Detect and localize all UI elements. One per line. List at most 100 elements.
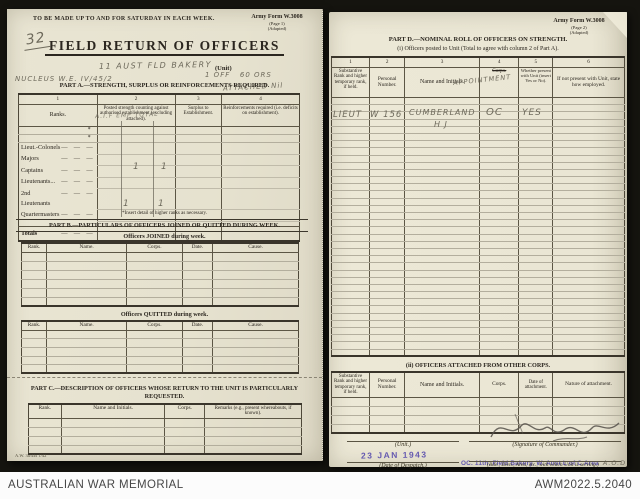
empty-row	[331, 284, 625, 293]
part-c-table: Rank. Name and Initials. Corps. Remarks …	[28, 403, 302, 456]
col-whether-present: Whether present with Unit (insert Yes or…	[518, 67, 553, 98]
empty-row	[331, 248, 625, 257]
empty-row	[331, 277, 625, 285]
form-number: Army Form W.3008	[251, 14, 303, 20]
pencil-column-divider	[153, 121, 154, 217]
part-a-extra-rank-row: *	[18, 134, 300, 143]
handwritten-after-stamp: A.O.D	[602, 459, 627, 467]
rank-row-captains: Captains — — —	[19, 165, 300, 178]
empty-row	[331, 313, 625, 321]
part-a-col-surplus: Surplus to Establishment.	[174, 104, 222, 127]
unit-caption: (Unit.)	[394, 442, 412, 448]
unit-label: (Unit)	[215, 65, 232, 72]
handwritten-rank: LIEUT	[333, 110, 363, 120]
unit-line	[347, 441, 459, 442]
empty-row	[331, 205, 625, 214]
empty-row	[331, 298, 625, 307]
part-a-header-row: Ranks. Posted strength counting against …	[18, 104, 300, 127]
empty-row	[331, 334, 625, 343]
commander-signature	[490, 413, 620, 442]
handwritten-initials: H J	[434, 120, 448, 129]
empty-row	[21, 338, 299, 348]
col-corps-struck: Corps.	[478, 67, 519, 98]
part-a-extra-rank-row: *	[18, 126, 300, 135]
empty-row	[331, 176, 625, 185]
empty-row	[331, 291, 625, 300]
part-a-table: 1 2 3 4 Ranks. Posted strength counting …	[18, 93, 300, 242]
part-a-heading: PART A.—STRENGTH, SURPLUS OR REINFORCEME…	[59, 82, 270, 89]
handwritten-count: 1	[158, 199, 165, 209]
handwritten-unit-name: 11 AUST FLD BAKERY	[98, 60, 213, 71]
form-adapted-label: (Adapted)	[267, 26, 287, 32]
date-despatch-stamp: 23 JAN 1943	[360, 449, 428, 461]
empty-row	[331, 198, 625, 206]
form-number: Army Form W.3008	[553, 18, 605, 24]
form-page-label: (Page 1)	[269, 20, 285, 26]
empty-row	[331, 341, 625, 350]
part-d2-heading: (ii) OFFICERS ATTACHED FROM OTHER CORPS.	[405, 362, 551, 369]
form-adapted-label: (Adapted)	[569, 30, 589, 36]
empty-row	[21, 330, 299, 340]
print-code: A.W. 3a/44s 1/42	[15, 453, 47, 458]
part-a-spacer-row	[18, 221, 300, 227]
empty-row	[331, 327, 625, 336]
empty-row	[21, 261, 299, 271]
empty-row	[28, 427, 302, 437]
empty-row	[331, 147, 625, 156]
empty-row	[331, 169, 625, 178]
officers-quitted-heading: Officers QUITTED during week.	[120, 311, 209, 318]
handwritten-personal-number: W 156	[370, 110, 403, 120]
part-a-col-reinforcements: Reinforcements required (i.e. deficits o…	[221, 104, 300, 127]
archive-accession-number: AWM2022.5.2040	[534, 479, 632, 491]
form-page-2: Army Form W.3008 (Page 2) (Adapted) PART…	[329, 12, 627, 470]
handwritten-count: 1	[133, 162, 140, 172]
handwritten-nucleus-note: NUCLEUS W.E. IV/45/2	[15, 75, 113, 83]
empty-row	[331, 397, 625, 407]
col-personal-number: Personal Number.	[369, 67, 405, 98]
date-despatch-caption: (Date of Despatch.)	[379, 463, 427, 469]
form-page-1: TO BE MADE UP TO AND FOR SATURDAY IN EAC…	[7, 9, 323, 461]
empty-row	[331, 219, 625, 228]
empty-row	[21, 347, 299, 357]
part-b-heading: PART B.—PARTICULARS OF OFFICERS JOINED O…	[49, 222, 280, 229]
serving-line	[469, 461, 621, 462]
part-a-totals-row: Totals — — —	[19, 226, 300, 241]
empty-row	[21, 297, 299, 307]
signature-line	[469, 441, 621, 442]
empty-row	[331, 255, 625, 264]
empty-row	[331, 190, 625, 199]
rank-row-quartermasters: Quartermasters — — —	[19, 209, 300, 222]
empty-row	[331, 234, 625, 242]
section-rule	[16, 219, 308, 220]
officers-joined-table: Rank. Name. Corps. Date. Cause.	[21, 242, 299, 308]
part-a-col-posted-strength: Posted strength counting against authori…	[96, 104, 175, 127]
empty-row	[331, 183, 625, 192]
empty-row	[21, 356, 299, 366]
empty-row	[331, 241, 625, 249]
empty-row	[331, 140, 625, 149]
empty-row	[331, 126, 625, 134]
col-how-employed: If not present with Unit, state how empl…	[552, 67, 625, 98]
col-substantive-rank: Substantive Rank and higher temporary ra…	[331, 67, 370, 98]
form-number-block-p1: Army Form W.3008 (Page 1) (Adapted)	[242, 14, 312, 31]
archive-institution: AUSTRALIAN WAR MEMORIAL	[8, 479, 184, 491]
empty-row	[331, 262, 625, 271]
rank-row-majors: Majors — — —	[19, 154, 300, 166]
rank-row-lieutenants: Lieutenants... — — —	[19, 177, 300, 189]
handwritten-count: 1	[161, 162, 168, 172]
col-name-initials: Name and Initials.	[404, 67, 480, 98]
empty-row	[331, 305, 625, 314]
unit-stamp-block: OC. 11th. Field Bakery. W. Aust L of C A…	[461, 452, 626, 470]
pencil-column-divider	[121, 121, 122, 217]
part-d-column-numbers: 1 2 3 4 5 6	[331, 57, 625, 68]
part-d-table: 1 2 3 4 5 6 Substantive Rank and higher …	[331, 56, 625, 358]
handwritten-strength-note: 1 OFF 60 ORS	[205, 71, 272, 79]
handwritten-count: 1	[123, 199, 130, 209]
archive-footer-bar: AUSTRALIAN WAR MEMORIAL AWM2022.5.2040	[0, 472, 640, 499]
officers-quitted-table: Rank. Name. Corps. Date. Cause.	[21, 320, 299, 375]
empty-row	[331, 133, 625, 142]
part-d-header-row: Substantive Rank and higher temporary ra…	[331, 67, 625, 98]
part-c-heading: PART C.—DESCRIPTION OF OFFICERS WHOSE RE…	[30, 385, 299, 401]
empty-row	[331, 155, 625, 163]
